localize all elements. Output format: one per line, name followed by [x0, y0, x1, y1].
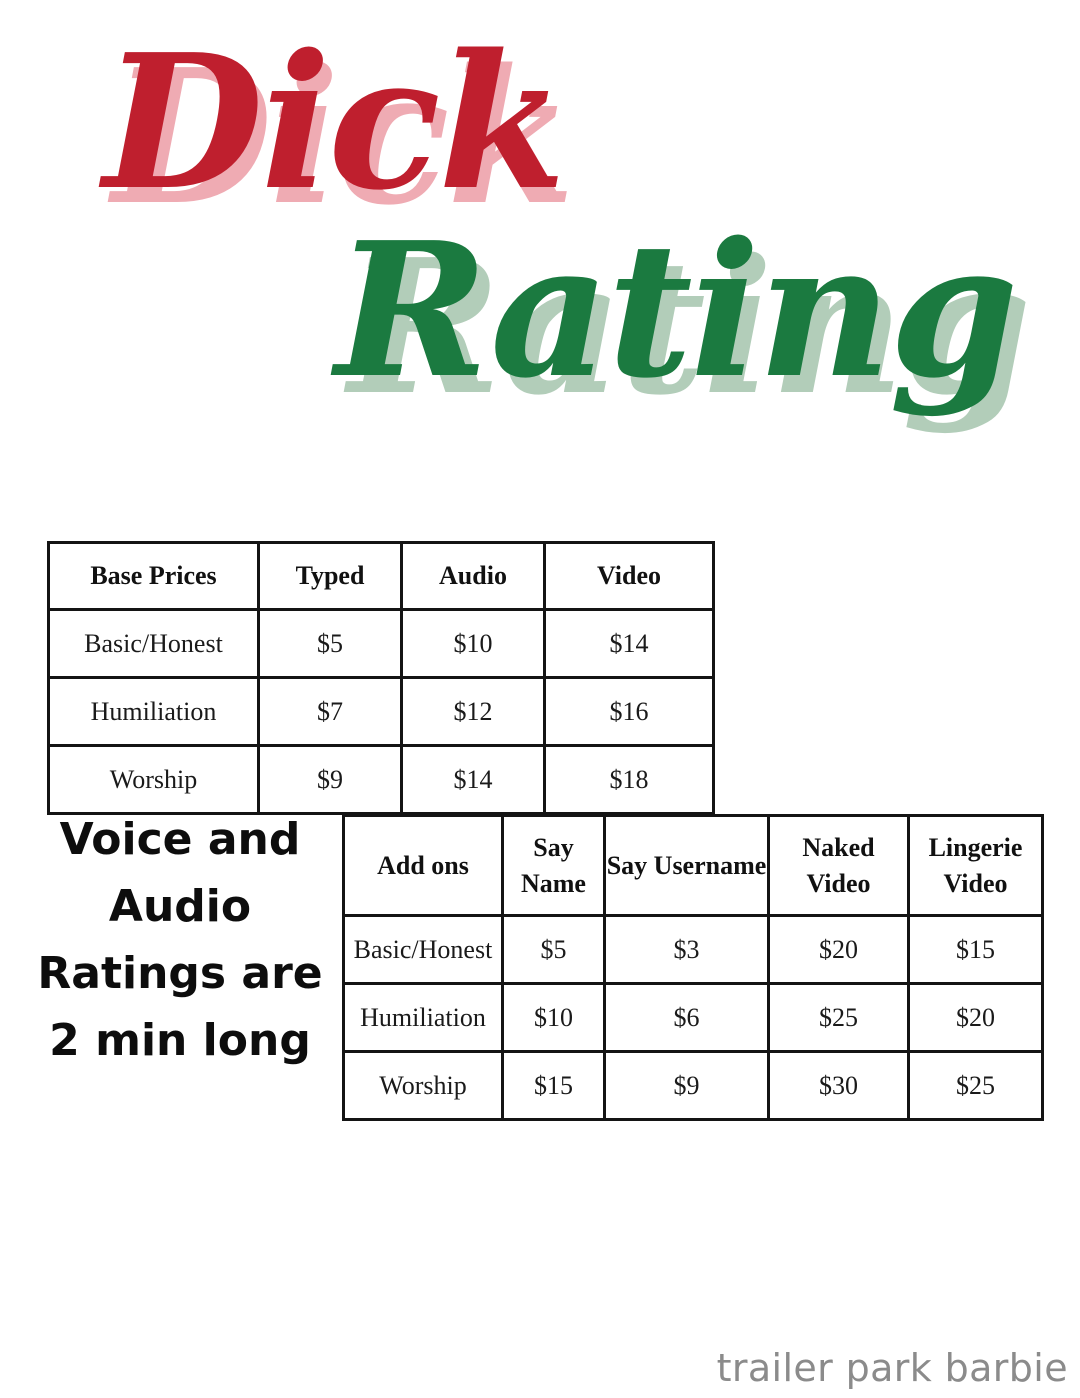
price-cell: $18 [543, 744, 715, 815]
base-prices-table: Base Prices Typed Audio Video Basic/Hone… [47, 541, 715, 815]
title-word-dick: Dick [103, 13, 566, 231]
table-row-worship: Worship $9 $14 $18 [47, 744, 715, 815]
row-label: Basic/Honest [47, 608, 260, 679]
price-cell: $20 [767, 914, 910, 985]
table-row-basic-honest: Basic/Honest $5 $3 $20 $15 [342, 914, 1044, 985]
price-cell: $25 [907, 1050, 1044, 1121]
note-line: Ratings are [37, 948, 323, 999]
base-prices-title-cell: Base Prices [47, 541, 260, 611]
note-line: 2 min long [49, 1015, 311, 1066]
price-cell: $15 [907, 914, 1044, 985]
price-cell: $6 [603, 982, 770, 1053]
price-cell: $12 [400, 676, 546, 747]
price-cell: $9 [257, 744, 403, 815]
note-line: Audio [108, 881, 252, 932]
price-cell: $14 [400, 744, 546, 815]
price-cell: $5 [501, 914, 606, 985]
header-lingerie-video: Lingerie Video [907, 814, 1044, 917]
add-ons-title-cell: Add ons [342, 814, 504, 917]
price-cell: $10 [400, 608, 546, 679]
title-word-rating: Rating [335, 201, 1019, 419]
row-label: Worship [342, 1050, 504, 1121]
header-say-name: Say Name [501, 814, 606, 917]
header-typed: Typed [257, 541, 403, 611]
table-row-basic-honest: Basic/Honest $5 $10 $14 [47, 608, 715, 679]
row-label: Humiliation [342, 982, 504, 1053]
credit-text: trailer park barbie [716, 1346, 1068, 1390]
header-video: Video [543, 541, 715, 611]
price-cell: $14 [543, 608, 715, 679]
row-label: Basic/Honest [342, 914, 504, 985]
price-cell: $10 [501, 982, 606, 1053]
header-naked-video: Naked Video [767, 814, 910, 917]
table-row-humiliation: Humiliation $7 $12 $16 [47, 676, 715, 747]
note-line: Voice and [59, 814, 301, 865]
add-ons-table: Add ons Say Name Say Username Naked Vide… [342, 814, 1044, 1121]
price-cell: $15 [501, 1050, 606, 1121]
row-label: Humiliation [47, 676, 260, 747]
row-label: Worship [47, 744, 260, 815]
price-cell: $5 [257, 608, 403, 679]
price-cell: $7 [257, 676, 403, 747]
price-cell: $25 [767, 982, 910, 1053]
price-cell: $9 [603, 1050, 770, 1121]
table-row-worship: Worship $15 $9 $30 $25 [342, 1050, 1044, 1121]
base-prices-header-row: Base Prices Typed Audio Video [47, 541, 715, 611]
price-cell: $30 [767, 1050, 910, 1121]
price-cell: $20 [907, 982, 1044, 1053]
header-say-username: Say Username [603, 814, 770, 917]
table-row-humiliation: Humiliation $10 $6 $25 $20 [342, 982, 1044, 1053]
duration-note: Voice and Audio Ratings are 2 min long [30, 806, 330, 1074]
add-ons-header-row: Add ons Say Name Say Username Naked Vide… [342, 814, 1044, 917]
header-audio: Audio [400, 541, 546, 611]
price-cell: $3 [603, 914, 770, 985]
price-cell: $16 [543, 676, 715, 747]
